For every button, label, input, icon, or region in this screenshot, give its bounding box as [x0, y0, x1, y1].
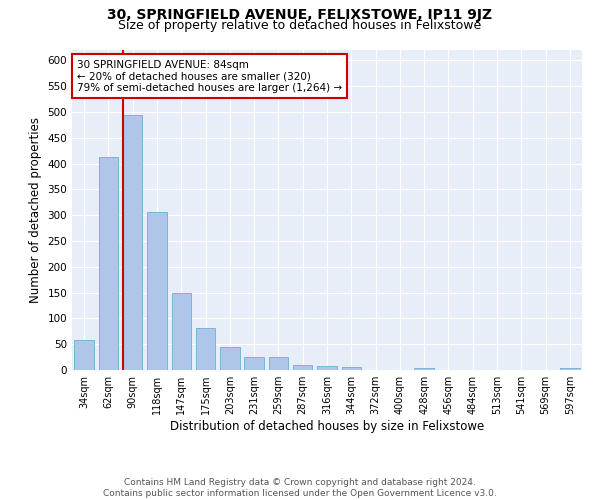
Text: Size of property relative to detached houses in Felixstowe: Size of property relative to detached ho…	[118, 18, 482, 32]
Bar	[220, 347, 239, 370]
Bar	[99, 157, 118, 370]
Text: Contains HM Land Registry data © Crown copyright and database right 2024.
Contai: Contains HM Land Registry data © Crown c…	[103, 478, 497, 498]
Bar	[196, 328, 215, 370]
X-axis label: Distribution of detached houses by size in Felixstowe: Distribution of detached houses by size …	[170, 420, 484, 433]
Bar	[560, 368, 580, 370]
Bar	[341, 368, 361, 370]
Bar	[147, 212, 167, 370]
Bar	[293, 365, 313, 370]
Bar	[244, 357, 264, 370]
Y-axis label: Number of detached properties: Number of detached properties	[29, 117, 42, 303]
Bar	[415, 368, 434, 370]
Bar	[269, 357, 288, 370]
Text: 30 SPRINGFIELD AVENUE: 84sqm
← 20% of detached houses are smaller (320)
79% of s: 30 SPRINGFIELD AVENUE: 84sqm ← 20% of de…	[77, 60, 342, 93]
Bar	[74, 340, 94, 370]
Bar	[172, 292, 191, 370]
Text: 30, SPRINGFIELD AVENUE, FELIXSTOWE, IP11 9JZ: 30, SPRINGFIELD AVENUE, FELIXSTOWE, IP11…	[107, 8, 493, 22]
Bar	[317, 366, 337, 370]
Bar	[123, 114, 142, 370]
